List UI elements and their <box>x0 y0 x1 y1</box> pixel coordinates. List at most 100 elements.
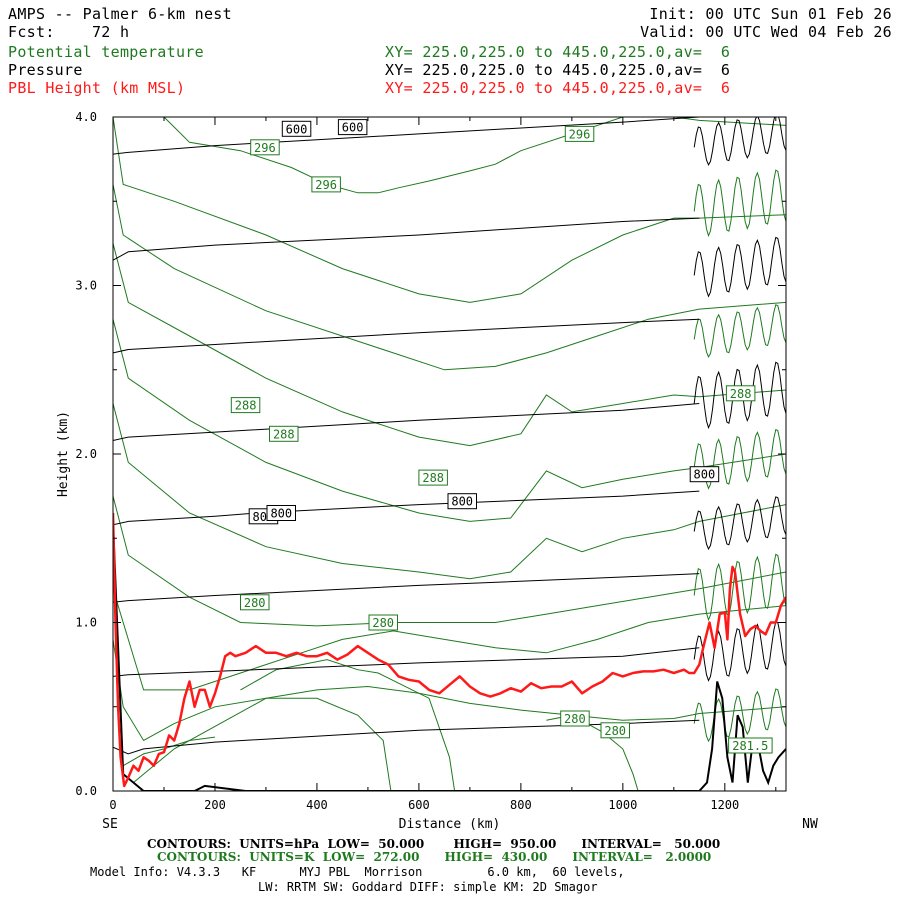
x-tick-label-4: 800 <box>510 798 532 812</box>
pressure-label-0: 600 <box>281 120 312 137</box>
cross-section-chart: 600 600 800 800 800 800 296 296 296 288 288 288 288 2… <box>56 110 818 832</box>
pressure-contour-info: CONTOURS: UNITS=hPa LOW= 50.000 HIGH= 95… <box>147 837 721 851</box>
theta-label-11-text: 281.5 <box>732 739 768 753</box>
theta-contour-6 <box>113 588 786 691</box>
pressure-label-3-text: 800 <box>270 507 292 521</box>
x-axis-label: Distance (km) <box>399 817 501 832</box>
theta-contour-10 <box>240 659 456 791</box>
theta-label-3-box <box>230 397 261 414</box>
legend-pressure-xy: XY= 225.0,225.0 to 445.0,225.0,av= 6 <box>385 61 731 79</box>
terrain-wave-contour-9 <box>693 117 786 167</box>
contour-label-layer: 600 6008008008008002962962962882882882882… <box>230 119 773 754</box>
pressure-label-1-box <box>337 119 368 136</box>
pressure-label-5-text: 800 <box>694 468 716 482</box>
terrain-wave-contour-8 <box>693 169 786 238</box>
theta-label-7: 280 <box>240 594 270 611</box>
theta-label-2-box <box>311 176 341 193</box>
pressure-label-3: 800 <box>266 505 296 521</box>
theta-label-5: 288 <box>418 469 448 486</box>
valid-time-text: Valid: 00 UTC Wed 04 Feb 26 <box>640 23 892 41</box>
nw-end-label: NW <box>802 817 818 832</box>
theta-label-0: 296 <box>250 139 280 156</box>
theta-label-4-box <box>269 425 299 442</box>
theta-label-1: 296 <box>564 125 595 142</box>
pressure-label-0-box <box>281 120 312 137</box>
terrain-wave-contour-5 <box>693 361 786 430</box>
title-text: AMPS -- Palmer 6-km nest <box>8 5 232 23</box>
pressure-label-3-box <box>266 505 296 521</box>
se-end-label: SE <box>102 817 118 832</box>
x-tick-label-5: 1000 <box>608 798 637 812</box>
pressure-label-0-text: 600 <box>286 122 308 136</box>
theta-label-8-text: 280 <box>372 616 394 630</box>
terrain-wave-contour-1 <box>693 620 786 682</box>
theta-label-11-box <box>728 737 773 754</box>
y-tick-label-1: 1.0 <box>75 616 97 630</box>
terrain-outline <box>698 681 786 791</box>
theta-label-10: 280 <box>600 722 630 739</box>
theta-label-6-box <box>725 385 756 402</box>
legend-pbl-name: PBL Height (km MSL) <box>8 79 186 97</box>
theta-label-1-text: 296 <box>569 127 591 141</box>
theta-contour-7 <box>113 639 786 742</box>
theta-contour-2 <box>113 243 786 447</box>
theta-label-9-box <box>560 710 590 727</box>
pressure-label-1: 600 <box>337 119 368 136</box>
theta-label-0-text: 296 <box>254 141 276 155</box>
forecast-hour-text: Fcst: 72 h <box>8 23 130 41</box>
theta-label-0-box <box>250 139 280 156</box>
terrain-wave-contour-2 <box>693 553 786 622</box>
pressure-contour-600 <box>113 117 700 155</box>
x-tick-label-6: 1200 <box>710 798 739 812</box>
legend-theta-name: Potential temperature <box>8 43 204 61</box>
theta-label-1-box <box>564 125 595 142</box>
terrain-wave-contour-7 <box>693 236 786 298</box>
theta-contour-12 <box>163 117 786 194</box>
theta-contour-info: CONTOURS: UNITS=K LOW= 272.00 HIGH= 430.… <box>157 850 712 864</box>
theta-label-9-text: 280 <box>564 712 586 726</box>
x-tick-label-0: 0 <box>109 798 116 812</box>
pressure-contour-900 <box>113 647 700 677</box>
theta-label-3: 288 <box>230 397 261 414</box>
theta-label-3-text: 288 <box>235 399 257 413</box>
pbl-height-line <box>113 512 786 788</box>
theta-contour-5 <box>113 495 786 627</box>
x-tick-label-3: 600 <box>408 798 430 812</box>
pressure-label-5-box <box>689 466 720 483</box>
y-tick-label-4: 4.0 <box>75 110 97 124</box>
y-tick-label-3: 3.0 <box>75 279 97 293</box>
x-tick-label-2: 400 <box>306 798 328 812</box>
theta-label-11: 281.5 <box>728 737 773 754</box>
theta-label-4: 288 <box>269 425 299 442</box>
theta-contour-0 <box>113 117 786 303</box>
legend-theta-xy: XY= 225.0,225.0 to 445.0,225.0,av= 6 <box>385 43 731 61</box>
terrain-wave-contour-6 <box>693 304 786 359</box>
y-tick-label-0: 0.0 <box>75 784 97 798</box>
theta-label-6: 288 <box>725 385 756 402</box>
theta-label-7-text: 280 <box>244 596 266 610</box>
legend-pressure-name: Pressure <box>8 61 83 79</box>
model-info-line-1: Model Info: V4.3.3 KF MYJ PBL Morrison 6… <box>90 865 625 879</box>
theta-label-2: 296 <box>311 176 341 193</box>
terrain-wave-contour-0 <box>693 688 786 743</box>
theta-label-9: 280 <box>560 710 590 727</box>
theta-label-5-text: 288 <box>422 471 444 485</box>
theta-contour-4 <box>113 403 786 580</box>
axis-layer: 0 200 400 600 800 1000 1200 0.0 1.0 2.0 3.0 4.0 Dist… <box>56 110 818 832</box>
init-time-text: Init: 00 UTC Sun 01 Feb 26 <box>649 5 892 23</box>
pressure-label-4-text: 800 <box>451 495 473 509</box>
theta-contour-1 <box>113 184 786 371</box>
theta-label-7-box <box>240 594 270 611</box>
theta-label-8: 280 <box>368 614 398 631</box>
theta-label-2-text: 296 <box>315 178 337 192</box>
theta-label-6-text: 288 <box>730 387 752 401</box>
pressure-contour-700 <box>113 318 700 354</box>
terrain-wave-contour-4 <box>693 428 786 490</box>
theta-label-4-text: 288 <box>273 427 295 441</box>
pressure-contour-750 <box>113 403 700 441</box>
y-tick-label-2: 2.0 <box>75 447 97 461</box>
y-axis-label: Height (km) <box>56 411 71 497</box>
model-info-line-2: LW: RRTM SW: Goddard DIFF: simple KM: 2D… <box>258 880 598 894</box>
pressure-label-4-box <box>447 493 477 510</box>
theta-contour-9 <box>133 697 392 791</box>
